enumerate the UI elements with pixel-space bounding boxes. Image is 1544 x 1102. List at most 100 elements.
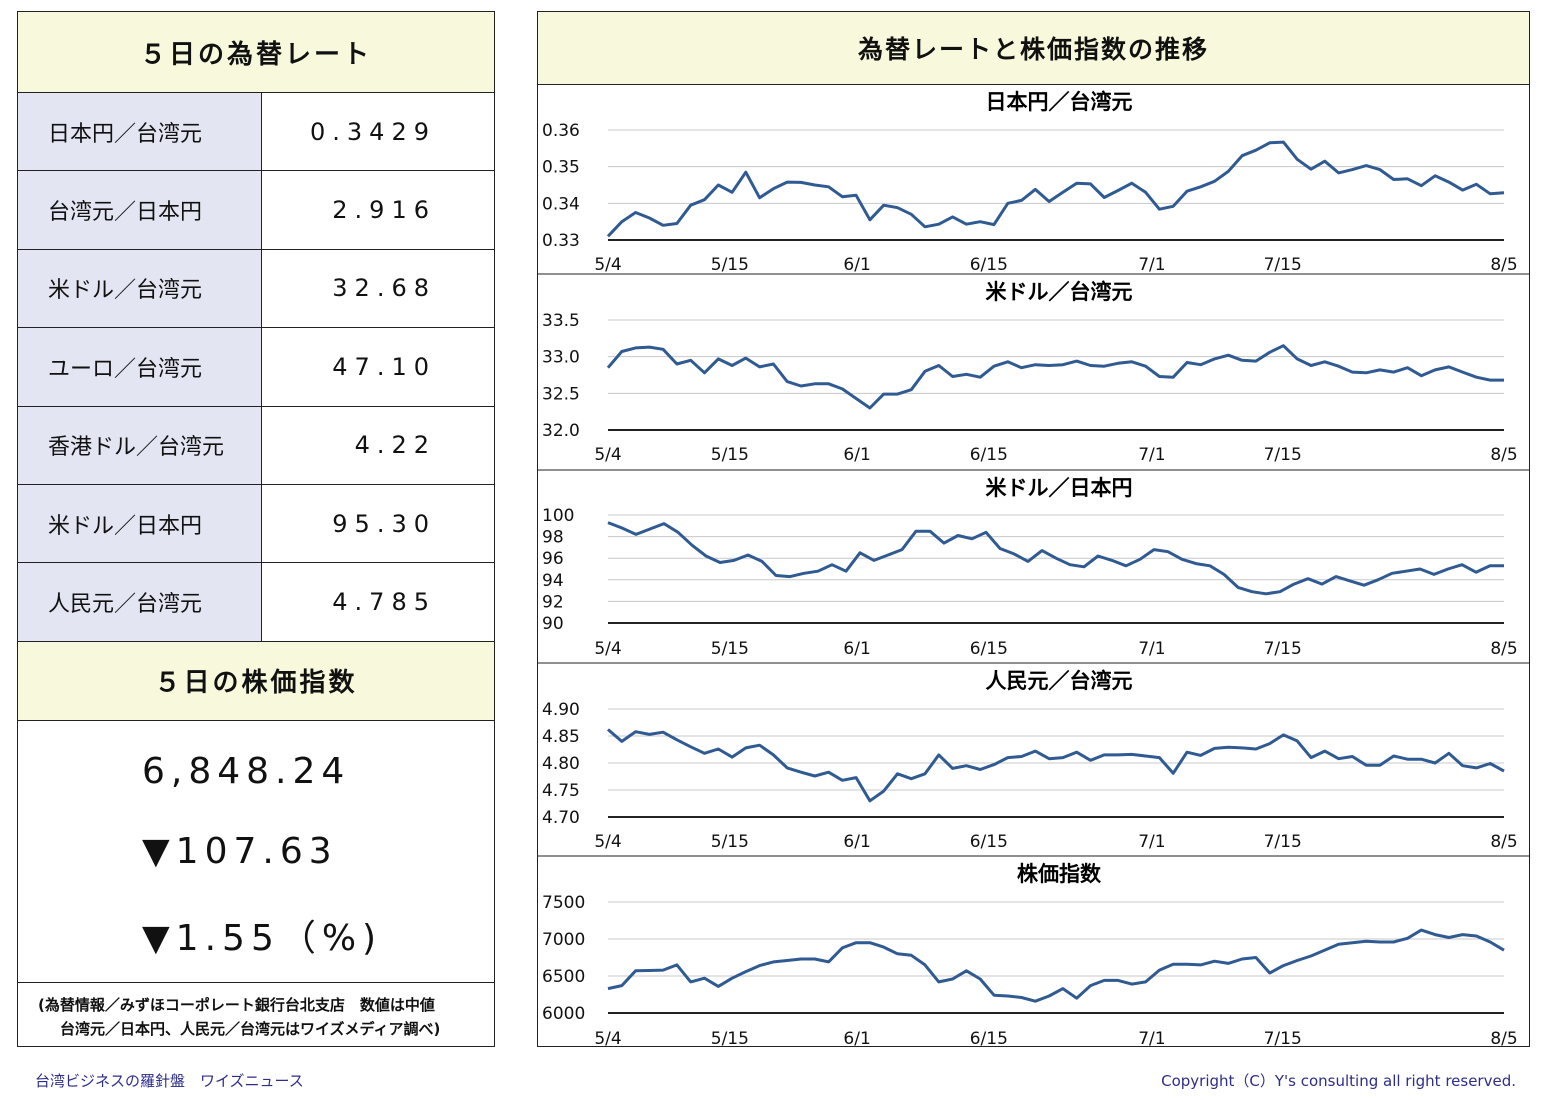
- x-tick-label: 7/15: [1264, 639, 1302, 659]
- chart-1: 日本円／台湾元 0.36 0.35 0.34 0.33 5/4 5/15 6/1 6/15 7/1…: [542, 90, 1518, 275]
- stock-value: 6,848.24: [142, 750, 351, 792]
- x-tick-label: 6/15: [970, 832, 1008, 852]
- x-tick-label: 8/5: [1490, 445, 1517, 465]
- y-tick-label: 0.36: [542, 121, 580, 141]
- rate-row: 人民元／台湾元 4.785: [18, 563, 494, 642]
- x-tick-label: 6/15: [970, 255, 1008, 275]
- rate-value: 4.785: [332, 588, 436, 617]
- rate-row: ユーロ／台湾元 47.10: [18, 328, 494, 407]
- footnote-line1: (為替情報／みずほコーポレート銀行台北支店 数値は中値: [38, 995, 435, 1014]
- y-tick-label: 92: [542, 592, 564, 612]
- chart-4: 人民元／台湾元 4.90 4.85 4.80 4.75 4.70 5/4 5/15 6/1 6/1…: [538, 662, 1529, 852]
- y-tick-label: 4.80: [542, 754, 580, 774]
- footnote-line2: 台湾元／日本円、人民元／台湾元はワイズメディア調べ): [60, 1019, 441, 1038]
- rates-table: 日本円／台湾元 0.3429 台湾元／日本円 2.916 米ドル／台湾元 32.68 ユーロ…: [18, 93, 494, 642]
- x-tick-label: 5/15: [711, 1029, 749, 1046]
- y-tick-label: 32.5: [542, 384, 580, 404]
- series-line: [606, 344, 1504, 410]
- chart-title: 米ドル／日本円: [986, 476, 1133, 500]
- y-tick-label: 90: [542, 614, 564, 634]
- x-tick-label: 7/15: [1264, 445, 1302, 465]
- y-tick-label: 98: [542, 528, 564, 548]
- rate-row: 香港ドル／台湾元 4.22: [18, 406, 494, 485]
- x-tick-label: 6/1: [843, 832, 870, 852]
- x-tick-label: 6/15: [970, 1029, 1008, 1046]
- series-line: [607, 521, 1504, 596]
- x-tick-label: 7/1: [1138, 1029, 1165, 1046]
- y-tick-label: 94: [542, 571, 564, 591]
- x-tick-label: 5/4: [594, 1029, 621, 1046]
- rate-label: 人民元／台湾元: [18, 563, 262, 641]
- y-tick-label: 6000: [542, 1004, 585, 1024]
- x-tick-label: 7/15: [1264, 1029, 1302, 1046]
- rate-value: 47.10: [332, 352, 436, 381]
- rates-title: ５日の為替レート: [18, 12, 494, 93]
- x-tick-label: 7/1: [1138, 639, 1165, 659]
- x-tick-label: 5/4: [594, 639, 621, 659]
- y-tick-label: 100: [542, 506, 574, 526]
- x-tick-label: 7/1: [1138, 255, 1165, 275]
- series-line: [607, 928, 1505, 1003]
- rate-value: 0.3429: [310, 117, 436, 146]
- chart-5: 株価指数 7500 7000 6500 6000 5/4 5/15 6/1 6/15 7/1 7/1…: [538, 855, 1529, 1046]
- footer-left: 台湾ビジネスの羅針盤 ワイズニュース: [35, 1072, 304, 1090]
- y-tick-label: 0.35: [542, 158, 580, 178]
- rate-label: 香港ドル／台湾元: [18, 406, 262, 484]
- rate-label: 台湾元／日本円: [18, 171, 262, 249]
- stock-change: ▼107.63: [142, 830, 338, 872]
- x-tick-label: 5/15: [711, 832, 749, 852]
- x-tick-label: 8/5: [1490, 832, 1517, 852]
- y-tick-label: 96: [542, 549, 564, 569]
- x-tick-label: 6/15: [970, 445, 1008, 465]
- charts-panel-title: 為替レートと株価指数の推移: [538, 12, 1529, 85]
- rate-row: 米ドル／日本円 95.30: [18, 484, 494, 564]
- x-tick-label: 5/15: [711, 639, 749, 659]
- rate-label: ユーロ／台湾元: [18, 328, 262, 406]
- y-tick-label: 4.85: [542, 727, 580, 747]
- series-line: [607, 728, 1505, 803]
- chart-2: 米ドル／台湾元 33.5 33.0 32.5 32.0 5/4 5/15 6/1 6/15 7/1…: [538, 273, 1529, 465]
- rate-row: 日本円／台湾元 0.3429: [18, 93, 494, 172]
- x-tick-label: 8/5: [1490, 255, 1517, 275]
- charts-area: 日本円／台湾元 0.36 0.35 0.34 0.33 5/4 5/15 6/1 6/15 7/1…: [538, 90, 1529, 1046]
- x-tick-label: 7/15: [1264, 832, 1302, 852]
- x-tick-label: 6/1: [843, 445, 870, 465]
- y-tick-label: 0.33: [542, 231, 580, 251]
- rate-label: 日本円／台湾元: [18, 93, 262, 171]
- y-tick-label: 32.0: [542, 421, 580, 441]
- y-tick-label: 7000: [542, 930, 585, 950]
- x-tick-label: 5/15: [711, 255, 749, 275]
- x-tick-label: 6/15: [970, 639, 1008, 659]
- chart-title: 人民元／台湾元: [986, 669, 1133, 693]
- rate-row: 米ドル／台湾元 32.68: [18, 249, 494, 329]
- x-tick-label: 5/15: [711, 445, 749, 465]
- y-tick-label: 4.90: [542, 700, 580, 720]
- y-tick-label: 33.0: [542, 348, 580, 368]
- rate-row: 台湾元／日本円 2.916: [18, 171, 494, 250]
- stock-title: ５日の株価指数: [18, 641, 494, 721]
- chart-title: 株価指数: [1017, 862, 1102, 886]
- x-tick-label: 7/1: [1138, 832, 1165, 852]
- series-line: [606, 140, 1505, 238]
- y-tick-label: 7500: [542, 893, 585, 913]
- x-tick-label: 7/1: [1138, 445, 1165, 465]
- x-tick-label: 8/5: [1490, 639, 1517, 659]
- x-tick-label: 5/4: [594, 445, 621, 465]
- y-tick-label: 0.34: [542, 194, 580, 214]
- x-tick-label: 7/15: [1264, 255, 1302, 275]
- chart-title: 米ドル／台湾元: [986, 280, 1133, 304]
- rate-value: 95.30: [332, 509, 436, 538]
- chart-title: 日本円／台湾元: [986, 90, 1133, 114]
- stock-change-pct: ▼1.55（%): [142, 917, 383, 959]
- stock-box: 6,848.24 ▼107.63 ▼1.55（%): [18, 721, 494, 983]
- x-tick-label: 6/1: [843, 639, 870, 659]
- rate-value: 4.22: [354, 431, 436, 460]
- footnote: (為替情報／みずほコーポレート銀行台北支店 数値は中値 台湾元／日本円、人民元／…: [18, 983, 494, 1041]
- rate-label: 米ドル／日本円: [18, 484, 262, 563]
- x-tick-label: 5/4: [594, 832, 621, 852]
- y-tick-label: 6500: [542, 967, 585, 987]
- x-tick-label: 8/5: [1490, 1029, 1517, 1046]
- x-tick-label: 6/1: [843, 1029, 870, 1046]
- rate-value: 32.68: [332, 274, 436, 303]
